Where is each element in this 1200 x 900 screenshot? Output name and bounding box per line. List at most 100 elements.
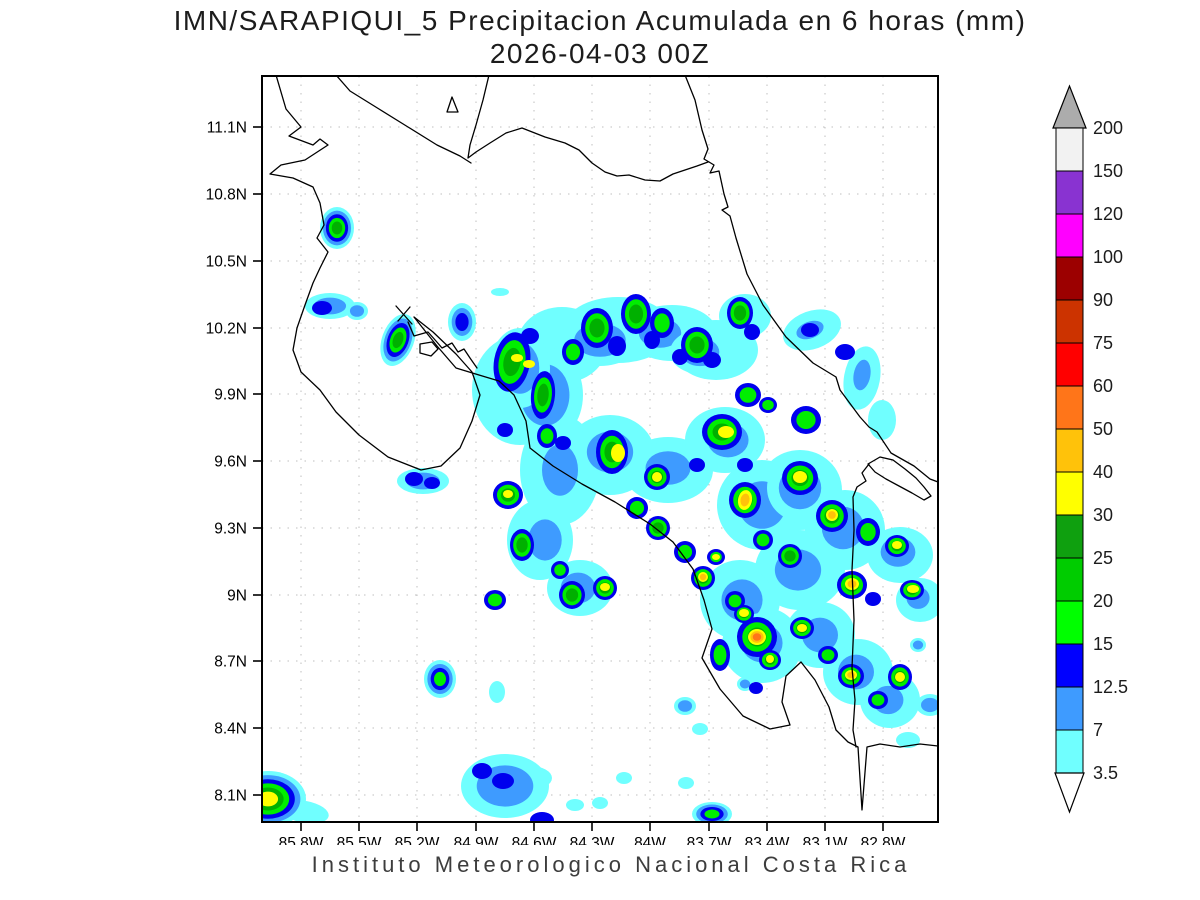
lon-tick-label: 84.3W <box>570 835 615 845</box>
coastline-path <box>467 76 709 182</box>
precip-cell-level-1 <box>349 305 365 317</box>
coastline-path <box>419 341 439 357</box>
precip-cell-level-0 <box>616 772 632 784</box>
colorbar: 200 150 120 100 90 75 60 50 40 30 25 20 15 12.5 7 3.5 <box>1052 84 1128 814</box>
precip-cell-level-5 <box>718 426 734 438</box>
lon-tick-label: 85.5W <box>337 835 382 845</box>
precip-cell-level-4 <box>392 331 404 349</box>
precip-cell-level-3 <box>728 594 742 608</box>
lon-tick-label: 84.6W <box>512 835 557 845</box>
precip-cell-level-5 <box>511 354 523 362</box>
coastline-path <box>684 76 938 483</box>
coastline-path <box>446 96 459 113</box>
lat-tick-label: 8.4N <box>214 721 247 738</box>
colorbar-box <box>1055 170 1084 215</box>
precip-cell-level-4 <box>628 304 644 324</box>
lat-tick-label: 9.9N <box>214 387 247 404</box>
colorbar-box <box>1055 557 1084 602</box>
precip-cell-level-5 <box>503 490 513 498</box>
plot-subtitle-datetime: 2026-04-03 00Z <box>489 38 711 69</box>
lon-tick-label: 82.8W <box>861 835 906 845</box>
precip-cell-level-4 <box>733 305 747 321</box>
colorbar-box <box>1055 385 1084 430</box>
precip-cell-level-3 <box>756 533 770 547</box>
precip-cell-level-7 <box>752 633 762 641</box>
lat-tick-label: 11.1N <box>207 120 247 137</box>
lon-tick-label: 85.2W <box>395 835 440 845</box>
precip-cell-level-0 <box>592 797 608 809</box>
coastline-path <box>851 463 870 748</box>
lat-tick-label: 8.1N <box>214 788 247 805</box>
colorbar-box <box>1055 256 1084 301</box>
precip-cell-level-3 <box>796 411 816 429</box>
colorbar-label: 200 <box>1093 118 1123 138</box>
lon-tick-label: 83.7W <box>687 835 732 845</box>
coastline-path <box>395 305 413 325</box>
precip-cell-level-5 <box>652 472 662 482</box>
precip-cell-level-2 <box>472 763 492 779</box>
colorbar-box <box>1055 127 1084 172</box>
colorbar-arrow-top <box>1052 84 1087 129</box>
precip-cell-level-3 <box>434 671 446 687</box>
precip-cell-level-4 <box>565 588 579 602</box>
precip-cell-level-5 <box>793 471 807 483</box>
coastline-path <box>336 76 472 164</box>
colorbar-label: 50 <box>1093 419 1113 439</box>
precip-cell-level-4 <box>589 318 605 338</box>
lat-tick-label: 9.6N <box>214 454 247 471</box>
precip-cell-level-4 <box>516 537 528 553</box>
precip-cell-level-1 <box>677 700 693 712</box>
precip-cell-level-0 <box>678 777 694 789</box>
precip-cell-level-3 <box>821 649 835 661</box>
axis-ticks <box>253 126 884 831</box>
colorbar-label: 30 <box>1093 505 1113 525</box>
colorbar-label: 25 <box>1093 548 1113 568</box>
precip-cell-level-1 <box>921 697 938 713</box>
precip-cell-level-4 <box>537 383 549 407</box>
institution-footer: Instituto Meteorologico Nacional Costa R… <box>311 852 911 877</box>
precip-cell-level-5 <box>797 624 807 632</box>
colorbar-label: 100 <box>1093 247 1123 267</box>
precip-cell-level-2 <box>689 458 705 472</box>
precipitation-map-svg: 85.8W 85.5W 85.2W 84.9W 84.6W 84.3W 84W 83.7W 83… <box>206 75 1128 846</box>
plot-titles: IMN/SARAPIQUI_5 Precipitacion Acumulada … <box>0 4 1200 70</box>
precip-cell-level-2 <box>865 592 881 606</box>
precip-cell-level-4 <box>689 336 705 354</box>
precip-cell-level-0 <box>692 723 708 735</box>
precip-cell-level-2 <box>424 477 440 489</box>
precip-cell-level-6 <box>699 573 707 581</box>
coastline-path <box>269 76 938 811</box>
precip-cell-level-5 <box>739 609 749 617</box>
precip-cell-level-2 <box>312 301 332 315</box>
precip-cell-level-2 <box>737 458 753 472</box>
colorbar-label: 15 <box>1093 634 1113 654</box>
colorbar-arrow-bottom <box>1054 772 1085 814</box>
precip-cell-level-3 <box>654 313 670 333</box>
lat-tick-label: 8.7N <box>214 654 247 671</box>
precip-cell-level-2 <box>497 423 513 437</box>
colorbar-label: 75 <box>1093 333 1113 353</box>
precip-cell-level-5 <box>523 360 535 368</box>
colorbar-label: 40 <box>1093 462 1113 482</box>
precip-cell-level-3 <box>762 399 774 411</box>
lon-tick-label: 84W <box>634 835 666 845</box>
precip-cell-level-0 <box>896 732 920 748</box>
precip-cell-level-3 <box>713 644 727 666</box>
precip-cell-level-5 <box>611 444 625 462</box>
precip-cell-level-5 <box>907 585 919 593</box>
colorbar-box <box>1055 686 1084 731</box>
colorbar-box <box>1055 342 1084 387</box>
axis-labels: 85.8W 85.5W 85.2W 84.9W 84.6W 84.3W 84W 83.7W 83… <box>206 120 906 846</box>
colorbar-box <box>1055 643 1084 688</box>
coastlines <box>269 76 938 811</box>
precip-cell-level-2 <box>455 313 469 331</box>
precip-cell-level-4 <box>652 522 664 534</box>
lat-tick-label: 9.3N <box>214 521 247 538</box>
colorbar-label: 3.5 <box>1093 763 1118 783</box>
precip-cell-level-5 <box>600 583 610 591</box>
precip-cell-level-2 <box>492 773 514 789</box>
colorbar-label: 120 <box>1093 204 1123 224</box>
precip-cell-level-2 <box>835 344 855 360</box>
precip-cell-level-1 <box>853 359 871 391</box>
